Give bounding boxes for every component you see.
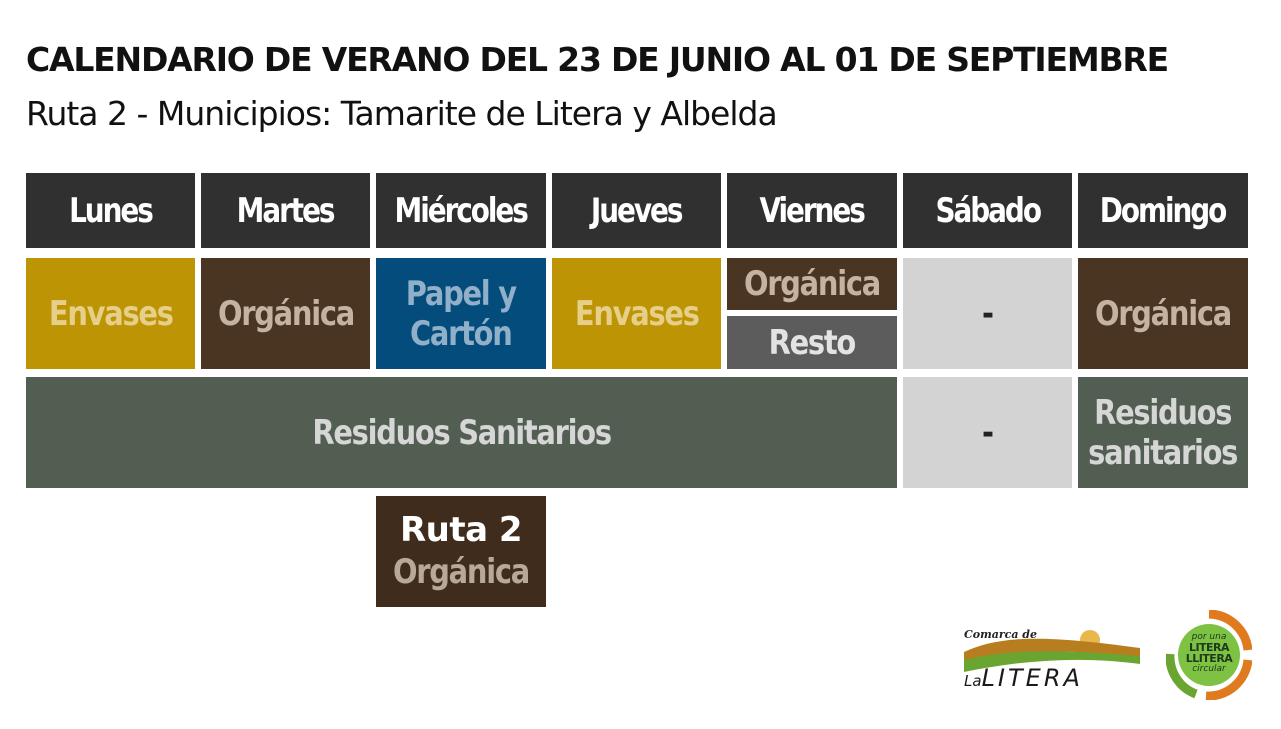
route-subtitle: Orgánica: [393, 551, 530, 592]
day-header-miercoles: Miércoles: [376, 173, 546, 248]
cell-domingo-organica: Orgánica: [1078, 258, 1248, 369]
litera-circular-logo: [1166, 610, 1252, 700]
day-header-martes: Martes: [201, 173, 370, 248]
comarca-litera-logo: [964, 630, 1140, 672]
cell-martes-organica: Orgánica: [201, 258, 370, 369]
day-header-viernes: Viernes: [727, 173, 897, 248]
page-subtitle: Ruta 2 - Municipios: Tamarite de Litera …: [26, 94, 778, 133]
cell-sabado-empty-2: -: [903, 377, 1072, 488]
cell-lunes-envases: Envases: [26, 258, 195, 369]
cell-jueves-envases: Envases: [552, 258, 721, 369]
cell-viernes-organica: Orgánica: [727, 258, 897, 310]
route-title: Ruta 2: [399, 509, 523, 550]
page-title: CALENDARIO DE VERANO DEL 23 DE JUNIO AL …: [26, 40, 1169, 79]
cell-miercoles-papel-carton: Papel y Cartón: [376, 258, 546, 369]
cell-weekdays-residuos-sanitarios: Residuos Sanitarios: [26, 377, 897, 488]
cell-domingo-residuos-sanitarios: Residuos sanitarios: [1078, 377, 1248, 488]
day-header-jueves: Jueves: [552, 173, 721, 248]
day-header-domingo: Domingo: [1078, 173, 1248, 248]
day-header-sabado: Sábado: [903, 173, 1072, 248]
papel-line2: Cartón: [410, 313, 513, 354]
papel-line1: Papel y: [405, 273, 517, 314]
cell-sabado-empty: -: [903, 258, 1072, 369]
sanitarios-line1: Residuos: [1094, 392, 1232, 433]
cell-viernes-resto: Resto: [727, 316, 897, 369]
day-header-lunes: Lunes: [26, 173, 195, 248]
comarca-logo-small-text: Comarca de: [964, 628, 1037, 641]
comarca-logo-name: LaLITERA: [964, 664, 1083, 692]
litera-circular-text: por una LITERA LLITERA circular: [1185, 632, 1233, 674]
route-box: Ruta 2 Orgánica: [376, 496, 546, 607]
sanitarios-line2: sanitarios: [1088, 432, 1239, 473]
